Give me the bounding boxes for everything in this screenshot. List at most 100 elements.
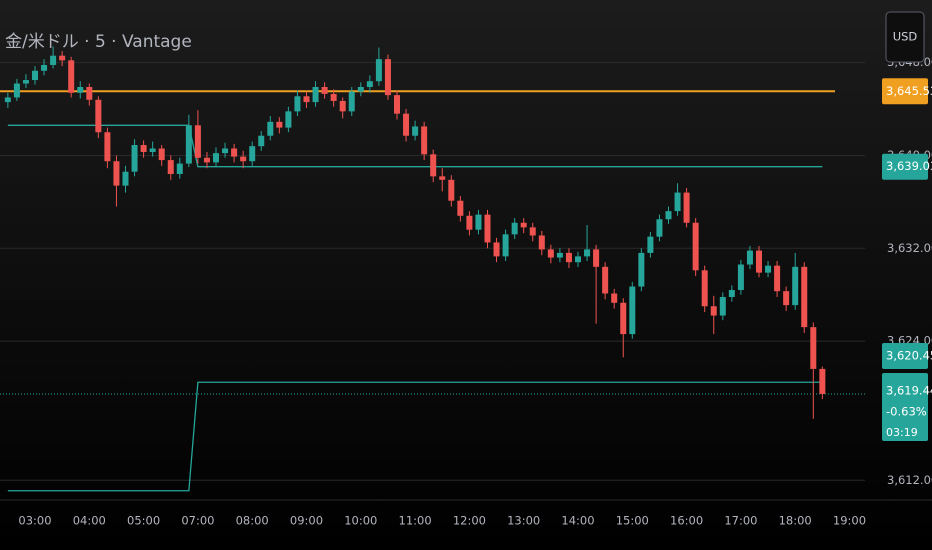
candle-body — [339, 100, 346, 112]
candle-body — [421, 126, 428, 155]
candle-body — [746, 250, 753, 265]
x-tick-label: 16:00 — [670, 514, 703, 528]
candle-body — [375, 59, 382, 82]
candle-body — [765, 265, 772, 273]
x-tick-label: 14:00 — [561, 514, 594, 528]
candle-body — [801, 266, 808, 328]
candle-body — [412, 126, 419, 136]
candle-body — [285, 111, 292, 128]
level-price-label: 3,645.53 — [886, 84, 932, 98]
candle-body — [792, 266, 799, 306]
candle-body — [86, 87, 93, 100]
candle-body — [810, 327, 817, 369]
candle-body — [149, 148, 156, 152]
candle-body — [176, 163, 183, 175]
candle-body — [68, 60, 75, 93]
candle-body — [366, 81, 373, 88]
candle-body — [638, 252, 645, 287]
last-price-label: 3,619.44 — [886, 383, 932, 397]
candle-body — [95, 99, 102, 133]
candle-body — [656, 219, 663, 237]
candle-body — [303, 96, 310, 103]
candle-body — [348, 91, 355, 112]
candle-body — [294, 96, 301, 112]
countdown-label: 03:19 — [886, 426, 918, 439]
candle-body — [104, 132, 111, 162]
currency-button[interactable] — [885, 11, 925, 63]
candle-body — [321, 87, 328, 94]
candle-body — [493, 242, 500, 257]
candle-body — [737, 264, 744, 291]
step-price-box — [882, 153, 928, 180]
candle-body — [692, 222, 699, 271]
candle-body — [312, 87, 319, 103]
x-tick-label: 04:00 — [73, 514, 106, 528]
x-tick-label: 07:00 — [181, 514, 214, 528]
candle-body — [41, 64, 48, 71]
candle-body — [520, 222, 527, 228]
candle-body — [185, 125, 192, 164]
step-line — [7, 381, 823, 492]
candle-body — [529, 227, 536, 236]
candle-body — [77, 87, 84, 93]
candle-body — [122, 171, 129, 186]
candle-body — [538, 235, 545, 250]
y-tick-label: 3,612.00 — [887, 473, 932, 487]
y-tick-label: 3,632.00 — [887, 241, 932, 255]
candle-body — [113, 161, 120, 186]
plot — [0, 46, 865, 492]
step-line — [7, 124, 823, 168]
candle-body — [484, 214, 491, 243]
candle-body — [32, 70, 38, 81]
candle-body — [140, 145, 147, 152]
step-price-label: 3,620.45 — [886, 348, 932, 362]
x-tick-label: 13:00 — [507, 514, 540, 528]
candle-body — [665, 211, 672, 220]
axis: 3,612.003,624.003,632.003,640.003,648.00… — [18, 55, 932, 527]
candle-body — [394, 95, 400, 114]
candle-body — [267, 121, 274, 136]
candle-body — [584, 249, 591, 257]
candle-body — [565, 252, 572, 263]
candle-body — [231, 148, 238, 157]
candle-body — [430, 154, 437, 177]
candle-body — [819, 368, 826, 394]
chart-title: 金/米ドル · 5 · Vantage — [5, 32, 192, 52]
x-tick-label: 17:00 — [724, 514, 757, 528]
currency-label[interactable]: USD — [893, 30, 918, 44]
candle-body — [756, 250, 762, 273]
candle-body — [213, 153, 219, 163]
candle-body — [194, 125, 201, 158]
candle-body — [710, 306, 717, 316]
candle-body — [222, 148, 229, 154]
candle-body — [701, 270, 708, 307]
candle-body — [249, 146, 256, 162]
x-tick-label: 09:00 — [290, 514, 323, 528]
candle-body — [556, 252, 563, 258]
candle-body — [774, 265, 781, 292]
step-price-label: 3,639.03 — [886, 159, 932, 173]
candle-body — [167, 160, 174, 175]
change-label: -0.63% — [886, 404, 927, 418]
candle-body — [439, 176, 446, 180]
candle-body — [158, 148, 165, 161]
x-tick-label: 15:00 — [616, 514, 649, 528]
candle-body — [466, 215, 473, 230]
candle-body — [719, 296, 726, 316]
candle-body — [240, 156, 247, 162]
candle-body — [22, 80, 29, 84]
step-price-box — [882, 342, 928, 369]
candle-body — [511, 222, 518, 235]
candle-body — [674, 192, 681, 212]
x-tick-label: 10:00 — [344, 514, 377, 528]
last-price-box — [882, 372, 928, 441]
candle-body — [203, 157, 210, 163]
x-tick-label: 08:00 — [236, 514, 269, 528]
x-tick-label: 03:00 — [18, 514, 51, 528]
candle-body — [629, 286, 636, 335]
candle-body — [575, 256, 581, 263]
candle-body — [620, 302, 627, 335]
candle-body — [611, 293, 618, 303]
